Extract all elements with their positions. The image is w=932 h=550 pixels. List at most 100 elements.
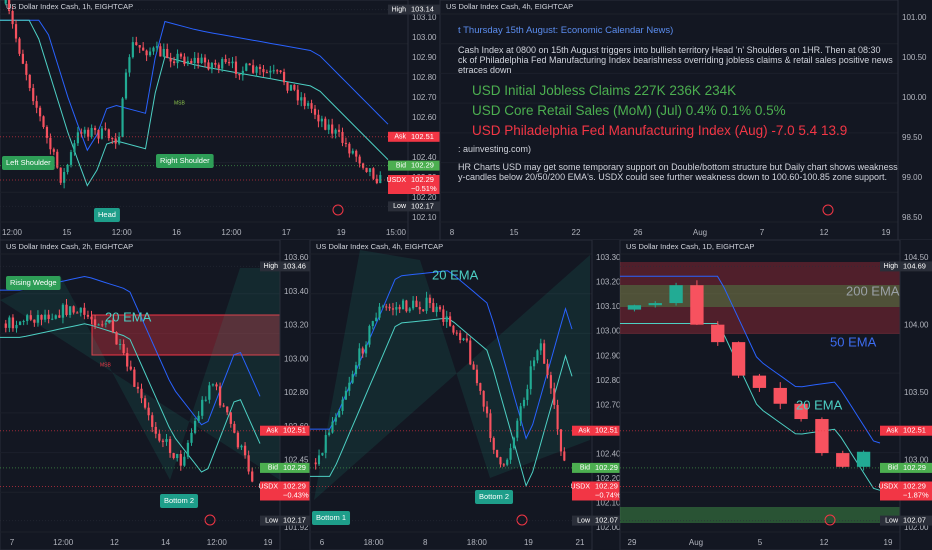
candle-body [111, 320, 115, 333]
candle-body [69, 152, 73, 165]
candle-body [432, 303, 435, 313]
badge-value: 102.29 [595, 463, 618, 472]
candle-body [563, 451, 566, 461]
candle-body [36, 314, 40, 323]
candle-body [143, 398, 147, 408]
badge-label: High [884, 263, 899, 270]
badge-label: Low [265, 517, 279, 524]
candle-body [179, 454, 182, 466]
candle-body [248, 63, 251, 66]
candle-body [752, 375, 767, 388]
candle-body [4, 0, 7, 4]
price-label: 99.50 [902, 133, 923, 142]
time-label: 18:00 [364, 538, 385, 547]
candle-body [203, 57, 207, 63]
intro-line: Cash Index at 0800 on 15th August trigge… [458, 45, 881, 55]
candle-body [190, 60, 193, 64]
candle-body [293, 84, 296, 90]
price-label: 102.80 [412, 73, 437, 82]
candle-body [42, 116, 45, 128]
candle-body [11, 10, 14, 25]
price-label: 103.20 [284, 321, 309, 330]
annotation-text: MSB [100, 362, 112, 368]
candle-body [265, 72, 268, 74]
badge-bg [880, 481, 932, 501]
panel-bg [439, 0, 932, 241]
candle-body [29, 315, 32, 320]
candle-body [794, 403, 808, 420]
candle-body [445, 316, 448, 322]
candle-body [559, 429, 563, 452]
badge-bg [388, 201, 440, 212]
time-label: 21 [576, 538, 585, 547]
price-label: 101.92 [284, 523, 309, 532]
candle-body [229, 412, 232, 424]
candle-body [415, 300, 418, 308]
candle-body [83, 129, 86, 134]
candle-body [21, 53, 24, 64]
candle-body [122, 344, 125, 354]
badge-label: Bid [396, 162, 406, 169]
time-label: 18:00 [467, 538, 488, 547]
badge-label: Ask [266, 428, 278, 435]
candle-body [8, 0, 11, 11]
candle-body [72, 306, 75, 313]
candle-body [18, 38, 21, 54]
badge-label: Low [885, 517, 899, 524]
candle-body [348, 382, 351, 391]
news-item: USD Core Retail Sales (MoM) (Jul) 0.4% 0… [472, 103, 786, 118]
candle-body [97, 324, 100, 326]
candle-body [358, 156, 361, 164]
candle-body [334, 129, 337, 134]
candle-body [243, 445, 247, 456]
badge-label: USDX [879, 483, 899, 490]
badge-value: 103.14 [411, 5, 434, 14]
time-label: 16 [172, 228, 181, 237]
candle-body [226, 406, 229, 413]
candle-body [711, 324, 725, 343]
ema-line [620, 323, 881, 491]
candle-body [38, 107, 42, 117]
candle-body [348, 143, 351, 154]
annotation-text: 20 EMA [796, 397, 843, 412]
candle-body [385, 306, 388, 308]
candle-body [462, 338, 465, 340]
support-zone [620, 507, 900, 523]
badge-bg [388, 4, 440, 15]
news-item: USD Initial Jobless Claims 227K 236K 234… [472, 83, 737, 98]
ema-band [620, 285, 900, 307]
news-item: USD Philadelphia Fed Manufacturing Index… [472, 123, 848, 138]
candle-body [11, 317, 15, 329]
candle-body [66, 164, 69, 173]
candle-body [465, 338, 468, 341]
price-label: 100.00 [902, 93, 927, 102]
badge-value: 102.51 [595, 426, 618, 435]
outlook-line: y-candles below 20/50/200 EMA's. USDX co… [458, 172, 887, 182]
candle-body [79, 307, 82, 313]
candle-body [337, 129, 341, 132]
ema-line [0, 323, 261, 473]
resistance-zone [620, 262, 900, 334]
annotation-box [475, 490, 514, 504]
candle-body [546, 363, 549, 376]
candle-body [398, 307, 401, 310]
price-label: 102.10 [596, 499, 621, 508]
candle-body [90, 127, 93, 137]
annotation-text: Head [98, 210, 116, 219]
candle-body [358, 348, 361, 366]
candle-body [217, 64, 220, 69]
candle-body [40, 314, 43, 320]
candle-body [97, 130, 100, 139]
candle-body [449, 316, 452, 326]
panel-title: US Dollar Index Cash, 2h, EIGHTCAP [6, 242, 133, 251]
badge-label: USDX [387, 177, 407, 184]
time-label: 29 [628, 538, 637, 547]
time-label: 12:00 [53, 538, 74, 547]
candle-body [395, 307, 398, 310]
price-label: 102.70 [412, 93, 437, 102]
candle-body [428, 297, 431, 304]
time-label: 8 [423, 538, 428, 547]
price-label: 103.10 [596, 302, 621, 311]
candle-body [331, 421, 334, 433]
candle-body [193, 57, 196, 64]
